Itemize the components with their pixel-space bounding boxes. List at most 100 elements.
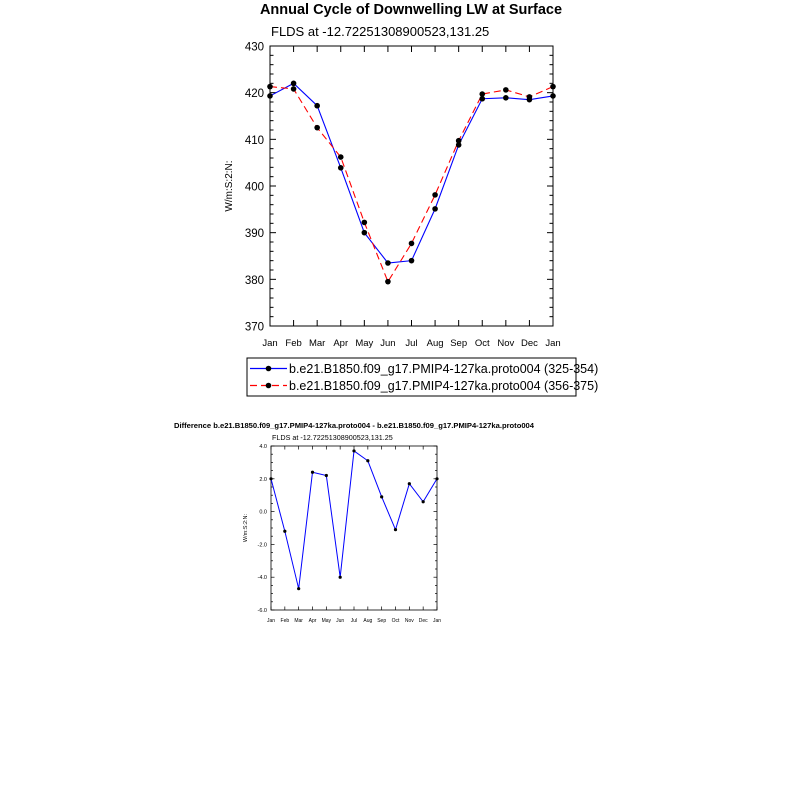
data-point-series-1 xyxy=(393,528,398,532)
legend: b.e21.B1850.f09_g17.PMIP4-127ka.proto004… xyxy=(246,357,598,397)
y-tick-label: 370 xyxy=(245,322,264,334)
x-tick-label: Dec xyxy=(419,618,428,624)
data-point-series-1 xyxy=(366,459,370,463)
data-point-series-2 xyxy=(432,192,438,198)
data-point-series-1 xyxy=(310,470,315,474)
data-point-series-1 xyxy=(455,142,462,148)
data-point-series-2 xyxy=(550,83,556,90)
data-point-series-2 xyxy=(479,91,486,97)
legend-marker-series-1 xyxy=(265,365,272,372)
data-point-series-1 xyxy=(503,95,509,101)
y-tick-label: -4.0 xyxy=(258,575,267,581)
y-tick-label: 2.0 xyxy=(259,477,267,483)
plot-area: 370 380 390 400 410 420 430 Jan Feb Mar Apr May Jun J… xyxy=(245,42,561,350)
y-tick-label: 420 xyxy=(245,88,264,100)
legend-label-series-2: b.e21.B1850.f09_g17.PMIP4-127ka.proto004… xyxy=(289,379,598,393)
y-tick-label: 400 xyxy=(245,182,264,194)
data-point-series-1 xyxy=(380,495,384,499)
data-point-series-1 xyxy=(324,473,328,478)
x-tick-label: Apr xyxy=(309,618,317,624)
x-tick-label: Nov xyxy=(405,618,414,624)
data-point-series-1 xyxy=(421,500,425,504)
y-axis-label: W/m:S:2:N: xyxy=(224,160,235,211)
data-point-series-1 xyxy=(361,229,368,236)
y-tick-label: 430 xyxy=(245,42,264,54)
difference-chart-title: Difference b.e21.B1850.f09_g17.PMIP4-127… xyxy=(174,421,535,430)
data-point-series-1 xyxy=(283,529,287,533)
data-point-series-2 xyxy=(408,240,415,247)
data-point-series-1 xyxy=(267,93,273,99)
series-line-1 xyxy=(270,450,438,589)
annual-cycle-chart: Annual Cycle of Downwelling LW at Surfac… xyxy=(224,2,562,349)
y-tick-label: 380 xyxy=(245,275,264,287)
difference-y-axis-label: W/m:S:2:N: xyxy=(243,513,249,542)
data-point-series-2 xyxy=(503,87,509,93)
data-point-series-2 xyxy=(337,154,344,160)
x-tick-label: Jul xyxy=(405,338,417,349)
x-tick-label: May xyxy=(355,338,373,349)
legend-marker-series-2 xyxy=(265,382,272,389)
difference-plot-area: -6.0 -4.0 -2.0 0.0 2.0 4.0 Jan Feb Mar Apr May Jun J… xyxy=(258,444,442,624)
x-tick-label: Aug xyxy=(363,618,372,624)
x-tick-label: Mar xyxy=(294,618,303,624)
data-point-series-2 xyxy=(267,83,273,90)
data-point-series-2 xyxy=(314,124,320,131)
data-point-series-1 xyxy=(432,206,438,212)
x-tick-label: Jan xyxy=(545,338,560,349)
data-point-series-1 xyxy=(337,165,344,171)
x-tick-label: Aug xyxy=(427,338,444,349)
x-tick-label: Feb xyxy=(281,618,290,624)
data-point-series-1 xyxy=(408,257,415,264)
series-line-1 xyxy=(269,82,554,264)
data-point-series-1 xyxy=(407,482,411,486)
data-point-series-2 xyxy=(361,219,368,226)
chart-title: Annual Cycle of Downwelling LW at Surfac… xyxy=(260,2,562,18)
difference-chart-subtitle: FLDS at -12.72251308900523,131.25 xyxy=(272,433,393,442)
x-tick-label: Feb xyxy=(285,338,301,349)
data-point-series-1 xyxy=(290,80,297,87)
y-tick-label: 410 xyxy=(245,135,264,147)
data-point-series-1 xyxy=(435,477,439,481)
plot-frame xyxy=(269,45,554,327)
x-tick-label: Jul xyxy=(351,618,357,624)
plot-frame xyxy=(270,445,438,611)
data-point-series-2 xyxy=(290,86,297,92)
x-tick-label: Jan xyxy=(433,618,441,624)
data-point-series-1 xyxy=(479,95,486,102)
data-point-series-2 xyxy=(455,137,462,144)
legend-box xyxy=(246,357,577,397)
data-point-series-1 xyxy=(338,575,342,579)
x-tick-label: Dec xyxy=(521,338,538,349)
x-tick-label: Nov xyxy=(497,338,514,349)
x-tick-label: Jan xyxy=(267,618,275,624)
data-point-series-1 xyxy=(385,260,391,266)
legend-label-series-1: b.e21.B1850.f09_g17.PMIP4-127ka.proto004… xyxy=(289,362,598,376)
x-tick-label: Jun xyxy=(380,338,395,349)
difference-chart: Difference b.e21.B1850.f09_g17.PMIP4-127… xyxy=(174,421,535,624)
y-tick-label: 4.0 xyxy=(259,444,267,450)
x-tick-label: Sep xyxy=(450,338,467,349)
x-tick-label: Sep xyxy=(377,618,386,624)
x-tick-label: Mar xyxy=(309,338,325,349)
x-tick-label: Oct xyxy=(392,618,400,624)
y-tick-label: 0.0 xyxy=(259,510,267,516)
difference-series-group xyxy=(269,449,439,591)
y-tick-label: 390 xyxy=(245,228,264,240)
x-tick-label: Apr xyxy=(333,338,348,349)
x-tick-label: Jun xyxy=(336,618,344,624)
x-tick-label: May xyxy=(322,618,332,624)
data-point-series-1 xyxy=(297,587,301,591)
x-tick-label: Oct xyxy=(475,338,490,349)
data-point-series-1 xyxy=(352,449,356,453)
series-group xyxy=(267,80,556,285)
y-tick-label: -6.0 xyxy=(258,608,267,614)
chart-subtitle: FLDS at -12.72251308900523,131.25 xyxy=(271,24,489,39)
x-tick-label: Jan xyxy=(262,338,277,349)
data-point-series-1 xyxy=(550,93,556,99)
data-point-series-2 xyxy=(385,278,391,285)
data-point-series-1 xyxy=(269,477,273,481)
y-tick-label: -2.0 xyxy=(258,542,267,548)
data-point-series-2 xyxy=(526,94,533,100)
series-line-2 xyxy=(269,86,554,283)
